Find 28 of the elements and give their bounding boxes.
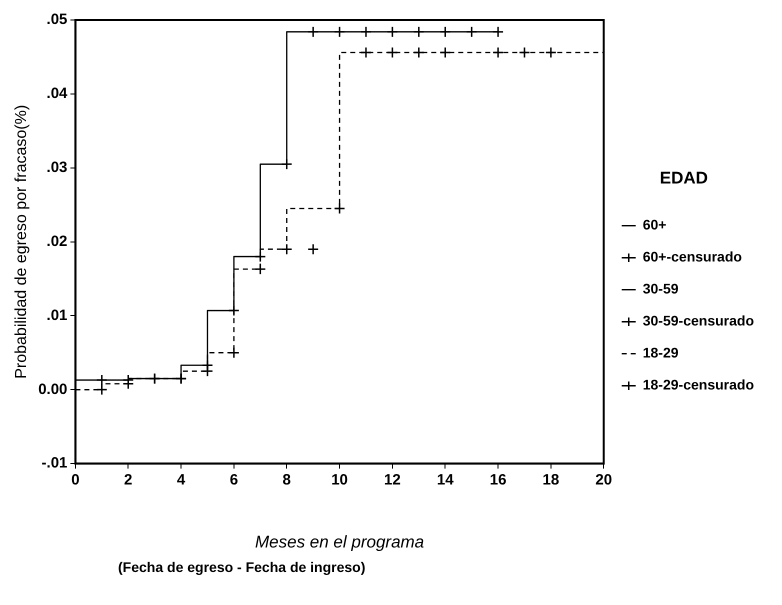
x-tick-label: 2 bbox=[124, 472, 132, 489]
y-tick-label: .05 bbox=[46, 11, 68, 28]
legend-label: 18-29 bbox=[642, 344, 679, 361]
legend-title: EDAD bbox=[660, 168, 708, 188]
y-tick-label: 0.00 bbox=[38, 380, 68, 398]
legend-label: 30-59-censurado bbox=[642, 312, 754, 329]
y-tick-label: .01 bbox=[46, 306, 68, 324]
x-tick-label: 8 bbox=[282, 472, 291, 489]
y-tick-label: .03 bbox=[46, 159, 68, 176]
legend-label: 60+-censurado bbox=[642, 248, 742, 265]
legend-label: 30-59 bbox=[642, 280, 679, 297]
text: (Fecha de egreso - Fecha de ingreso) bbox=[118, 559, 366, 575]
legend-label: 18-29-censurado bbox=[642, 376, 754, 393]
x-tick-label: 16 bbox=[490, 472, 506, 489]
x-tick-label: 18 bbox=[542, 472, 560, 489]
x-tick-label: 12 bbox=[384, 472, 401, 489]
legend-label: 60+ bbox=[642, 216, 666, 233]
y-tick-label: -.01 bbox=[42, 454, 68, 472]
y-axis-title: Probabilidad de egreso por fracaso(%) bbox=[13, 104, 30, 379]
x-tick-label: 20 bbox=[595, 472, 612, 489]
x-tick-label: 4 bbox=[176, 472, 186, 489]
y-tick-label: .04 bbox=[46, 85, 68, 102]
x-tick-label: 14 bbox=[436, 472, 454, 489]
x-tick-label: 0 bbox=[71, 472, 80, 489]
y-tick-label: .02 bbox=[46, 232, 68, 250]
x-tick-label: 6 bbox=[230, 472, 238, 489]
x-axis-title: Meses en el programa bbox=[254, 532, 424, 552]
x-tick-label: 10 bbox=[331, 472, 348, 489]
